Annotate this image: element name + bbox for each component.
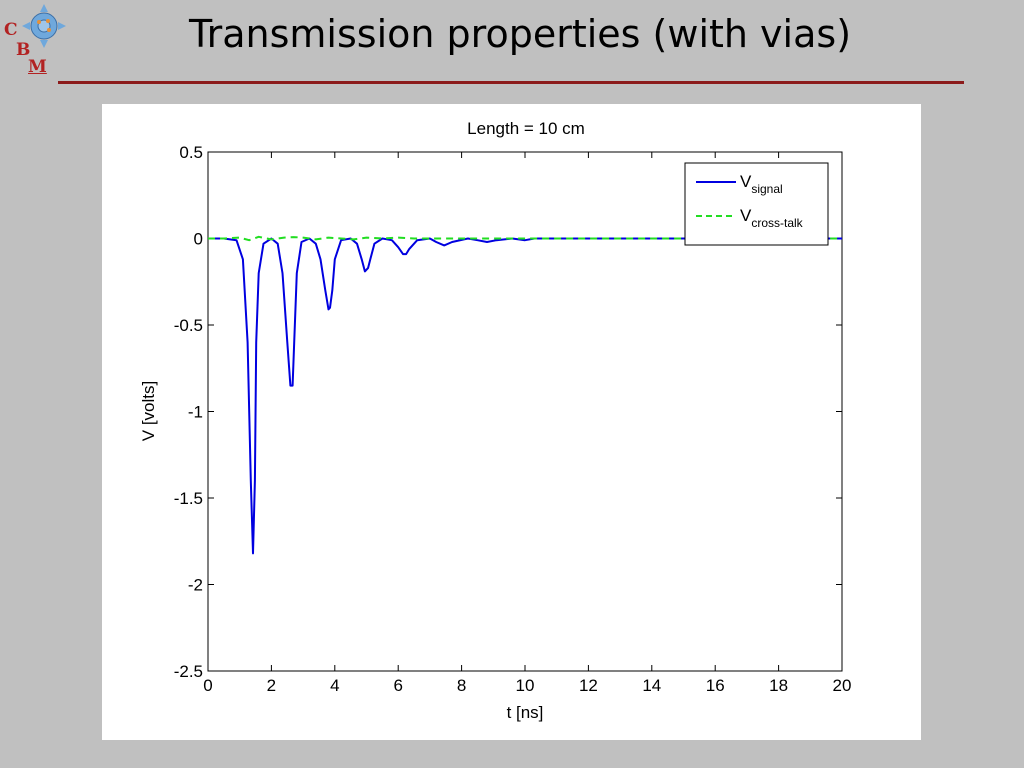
x-axis: 0 2 4 6 8 10 12 14 16 18 20 xyxy=(203,152,851,695)
x-axis-label: t [ns] xyxy=(507,703,544,722)
x-tick-label: 12 xyxy=(579,676,598,695)
y-tick-label: -2.5 xyxy=(174,662,203,681)
x-tick-label: 8 xyxy=(457,676,466,695)
line-chart: Length = 10 cm 0 2 4 6 8 10 12 14 16 18 20 0.5 0 -0.… xyxy=(139,119,851,722)
legend-crosstalk-label: Vcross-talk xyxy=(740,206,804,230)
y-axis: 0.5 0 -0.5 -1 -1.5 -2 -2.5 xyxy=(174,143,842,681)
y-tick-label: 0.5 xyxy=(179,143,203,162)
cbm-logo-emblem xyxy=(22,4,66,48)
x-tick-label: 0 xyxy=(203,676,212,695)
x-tick-label: 18 xyxy=(769,676,788,695)
cbm-logo: C B M xyxy=(0,0,80,80)
logo-letter-c: C xyxy=(4,20,18,40)
legend-signal-label: Vsignal xyxy=(740,172,783,196)
x-tick-label: 4 xyxy=(330,676,339,695)
slide-title: Transmission properties (with vias) xyxy=(188,12,852,56)
series-crosstalk-line xyxy=(208,235,842,242)
figure-panel: Length = 10 cm 0 2 4 6 8 10 12 14 16 18 20 0.5 0 -0.… xyxy=(102,104,921,740)
chart-title: Length = 10 cm xyxy=(467,119,585,138)
x-tick-label: 6 xyxy=(393,676,402,695)
y-tick-label: -1.5 xyxy=(174,489,203,508)
x-tick-label: 14 xyxy=(642,676,661,695)
series-layer xyxy=(208,235,842,555)
x-tick-label: 10 xyxy=(516,676,535,695)
logo-letter-m: M xyxy=(28,57,47,77)
title-divider xyxy=(58,81,964,84)
y-tick-label: -0.5 xyxy=(174,316,203,335)
y-tick-label: -1 xyxy=(188,403,203,422)
y-tick-label: -2 xyxy=(188,576,203,595)
x-tick-label: 16 xyxy=(706,676,725,695)
x-tick-label: 2 xyxy=(267,676,276,695)
logo-letter-b: B xyxy=(16,40,31,60)
legend: Vsignal Vcross-talk xyxy=(684,162,829,246)
y-tick-label: 0 xyxy=(194,230,203,249)
y-axis-label: V [volts] xyxy=(139,381,158,441)
series-signal-line xyxy=(208,237,842,555)
x-tick-label: 20 xyxy=(833,676,852,695)
legend-box xyxy=(684,162,829,246)
